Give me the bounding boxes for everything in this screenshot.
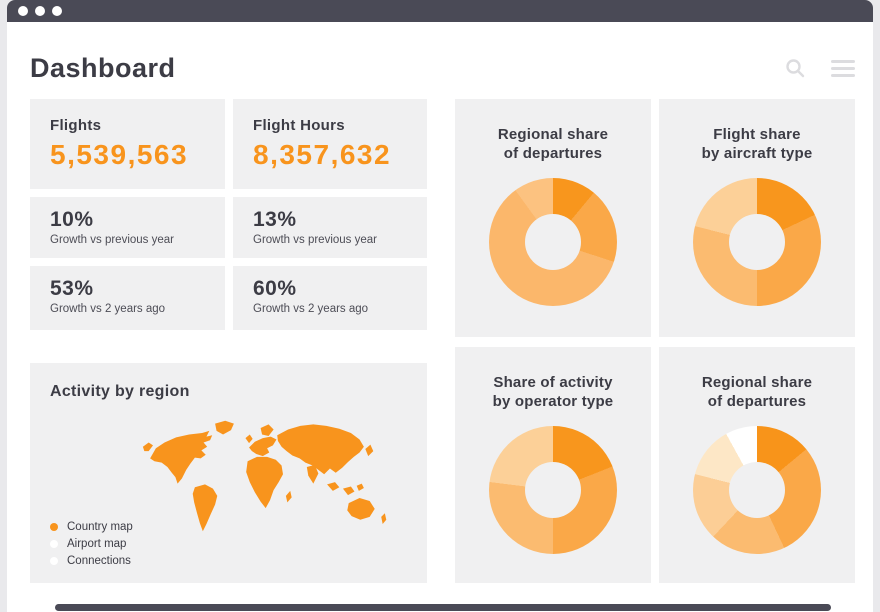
window-dot-icon[interactable] [35, 6, 45, 16]
legend-item-airport-map[interactable]: Airport map [50, 538, 133, 550]
world-map [125, 415, 415, 545]
growth-value: 13% [253, 208, 297, 231]
growth-card: 10% Growth vs previous year [30, 197, 225, 258]
legend-dot [50, 557, 58, 565]
stat-label: Flight Hours [253, 117, 345, 134]
window-titlebar [7, 0, 873, 22]
window-dot-icon[interactable] [18, 6, 28, 16]
stat-value: 8,357,632 [253, 139, 392, 170]
growth-card: 13% Growth vs previous year [233, 197, 427, 258]
legend-label: Airport map [67, 538, 127, 550]
stat-card-flight-hours: Flight Hours 8,357,632 [233, 99, 427, 189]
growth-value: 53% [50, 277, 94, 300]
legend-label: Connections [67, 555, 131, 567]
search-icon[interactable] [785, 58, 805, 78]
legend-item-country-map[interactable]: Country map [50, 521, 133, 533]
growth-value: 10% [50, 208, 94, 231]
donut-card-operator-type: Share of activity by operator type [455, 347, 651, 583]
legend-label: Country map [67, 521, 133, 533]
growth-caption: Growth vs previous year [253, 234, 377, 246]
horizontal-scrollbar[interactable] [55, 604, 831, 611]
donut-card-regional-departures-2: Regional share of departures [659, 347, 855, 583]
donut-chart[interactable] [489, 178, 617, 307]
growth-card: 60% Growth vs 2 years ago [233, 266, 427, 330]
activity-by-region-card: Activity by region [30, 363, 427, 583]
growth-card: 53% Growth vs 2 years ago [30, 266, 225, 330]
map-legend: Country map Airport map Connections [50, 521, 133, 567]
legend-dot [50, 523, 58, 531]
legend-dot [50, 540, 58, 548]
chart-title: Flight share by aircraft type [701, 126, 813, 163]
donut-chart[interactable] [693, 426, 821, 555]
donut-chart[interactable] [693, 178, 821, 307]
donut-card-regional-departures-1: Regional share of departures [455, 99, 651, 337]
page-header: Dashboard [30, 48, 855, 88]
chart-title: Share of activity by operator type [492, 374, 614, 411]
legend-item-connections[interactable]: Connections [50, 555, 133, 567]
donut-card-aircraft-type: Flight share by aircraft type [659, 99, 855, 337]
map-card-title: Activity by region [50, 383, 190, 400]
growth-caption: Growth vs 2 years ago [253, 303, 369, 315]
chart-title: Regional share of departures [497, 126, 609, 163]
stat-label: Flights [50, 117, 102, 134]
growth-value: 60% [253, 277, 297, 300]
page-title: Dashboard [30, 52, 176, 83]
menu-icon[interactable] [831, 59, 855, 77]
chart-title: Regional share of departures [701, 374, 813, 411]
browser-window: Dashboard Flights 5,539,563 Flight Hours… [7, 0, 873, 612]
stat-value: 5,539,563 [50, 139, 189, 170]
window-dot-icon[interactable] [52, 6, 62, 16]
stat-card-flights: Flights 5,539,563 [30, 99, 225, 189]
growth-caption: Growth vs previous year [50, 234, 174, 246]
growth-caption: Growth vs 2 years ago [50, 303, 166, 315]
donut-chart[interactable] [489, 426, 617, 555]
